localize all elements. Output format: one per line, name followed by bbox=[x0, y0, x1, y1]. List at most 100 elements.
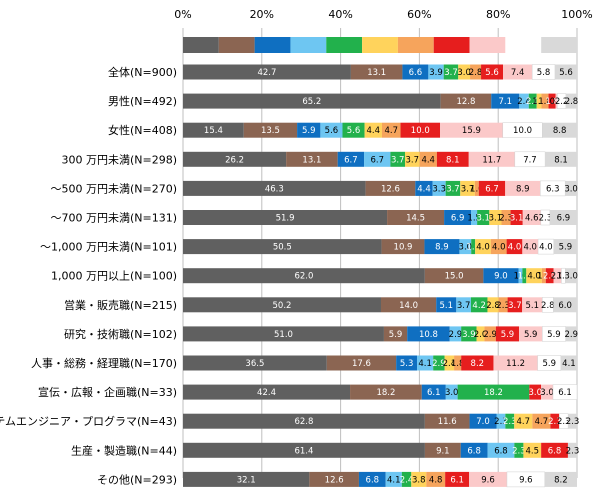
bar-segment bbox=[484, 326, 496, 342]
bar-segment bbox=[383, 326, 408, 342]
category-label: 300 万円未満(N=298) bbox=[61, 153, 177, 166]
bar-segment bbox=[529, 384, 542, 400]
data-label: 3.7 bbox=[444, 68, 458, 78]
data-label: 5.1 bbox=[525, 301, 539, 311]
bar-segment bbox=[454, 355, 462, 371]
bar-segment bbox=[477, 210, 490, 225]
data-label: 13.5 bbox=[261, 126, 280, 136]
bar-segment bbox=[469, 471, 507, 487]
data-label: 4.8 bbox=[429, 475, 443, 485]
data-label: 3.0 bbox=[540, 388, 554, 398]
legend-swatch bbox=[326, 37, 363, 53]
bar-segment bbox=[457, 384, 530, 400]
bar-segment bbox=[528, 93, 537, 109]
data-label: 2.9 bbox=[483, 330, 497, 340]
bar-segment bbox=[468, 151, 515, 167]
bar-segment bbox=[519, 93, 529, 109]
bar-segment bbox=[407, 326, 450, 342]
data-label: 12.6 bbox=[325, 475, 344, 485]
data-label: 6.8 bbox=[366, 475, 380, 485]
data-label: 5.9 bbox=[302, 126, 316, 136]
data-label: 4.7 bbox=[384, 126, 398, 136]
data-label: 1.0 bbox=[470, 184, 484, 194]
category-label: 宣伝・広報・企画職(N=33) bbox=[38, 385, 177, 399]
bar-segment bbox=[424, 442, 461, 458]
data-label: 10.9 bbox=[394, 243, 413, 253]
data-label: 51.9 bbox=[276, 214, 295, 224]
x-tick-label: 80% bbox=[486, 8, 510, 21]
data-label: 3.7 bbox=[457, 301, 471, 311]
data-label: 3.0 bbox=[564, 272, 578, 282]
bar-segment bbox=[506, 471, 545, 488]
data-label: 6.8 bbox=[467, 446, 481, 456]
bar-segment bbox=[526, 268, 542, 284]
data-label: 3.1 bbox=[489, 214, 503, 224]
legend-swatch bbox=[290, 37, 327, 53]
bar-segment bbox=[309, 471, 359, 487]
data-label: 3.0 bbox=[457, 68, 471, 78]
data-label: 26.2 bbox=[225, 155, 244, 165]
data-label: 5.6 bbox=[559, 68, 573, 78]
data-label: 0.4 bbox=[550, 97, 564, 107]
bar-segment bbox=[469, 413, 497, 429]
bar-segment bbox=[475, 239, 491, 255]
bar-segment bbox=[560, 355, 577, 371]
bar-segment bbox=[470, 64, 482, 80]
data-label: 2.8 bbox=[469, 68, 483, 78]
bar-segment bbox=[183, 471, 310, 487]
data-label: 2.3 bbox=[503, 417, 517, 427]
x-tick-label: 100% bbox=[561, 8, 592, 21]
bar-segment bbox=[483, 268, 519, 284]
bar-segment bbox=[510, 210, 523, 225]
bar-segment bbox=[428, 64, 444, 80]
data-label: 8.1 bbox=[554, 155, 568, 165]
bar-segment bbox=[436, 297, 457, 313]
data-label: 2.3 bbox=[566, 417, 580, 427]
bar-segment bbox=[565, 326, 577, 342]
bar-segment bbox=[421, 384, 446, 400]
data-label: 6.8 bbox=[548, 446, 562, 456]
bar-segment bbox=[411, 471, 427, 487]
bar-segment bbox=[542, 122, 577, 138]
bar-segment bbox=[540, 209, 551, 226]
data-label: 6.7 bbox=[485, 184, 499, 194]
bar-segment bbox=[415, 180, 433, 196]
data-label: 5.1 bbox=[439, 301, 453, 311]
data-label: 2.0 bbox=[526, 97, 540, 107]
bar-segment bbox=[541, 442, 568, 458]
data-label: 3.1 bbox=[510, 214, 524, 224]
data-label: 42.4 bbox=[257, 388, 276, 398]
bar-segment bbox=[440, 93, 492, 109]
x-tick-label: 0% bbox=[174, 8, 191, 21]
data-label: 61.4 bbox=[294, 446, 313, 456]
bar-segment bbox=[503, 64, 533, 80]
data-label: 2.3 bbox=[512, 446, 526, 456]
data-label: 3.9 bbox=[429, 68, 443, 78]
bar-segment bbox=[243, 122, 298, 138]
data-label: 14.0 bbox=[399, 301, 418, 311]
data-label: 5.9 bbox=[501, 330, 515, 340]
data-label: 5.3 bbox=[400, 359, 414, 369]
bar-segment bbox=[183, 384, 351, 400]
data-label: 3.7 bbox=[446, 184, 460, 194]
legend-swatch bbox=[469, 37, 506, 53]
bar-segment bbox=[183, 180, 366, 196]
bar-segment bbox=[404, 151, 420, 167]
bar-segment bbox=[381, 239, 425, 255]
bar-segment bbox=[537, 355, 562, 371]
bar-segment bbox=[458, 64, 471, 80]
data-label: 2.0 bbox=[543, 272, 557, 282]
data-label: 12.6 bbox=[381, 184, 400, 194]
data-label: 2.3 bbox=[557, 417, 571, 427]
data-label: 2.8 bbox=[541, 301, 555, 311]
data-label: 4.0 bbox=[527, 272, 541, 282]
data-label: 3.0 bbox=[445, 388, 459, 398]
data-label: 8.1 bbox=[446, 155, 460, 165]
data-label: 5.8 bbox=[537, 68, 551, 78]
data-label: 15.4 bbox=[204, 126, 223, 136]
data-label: 1.0 bbox=[514, 272, 528, 282]
bar-segment bbox=[496, 413, 506, 429]
data-label: 5.6 bbox=[325, 126, 339, 136]
bar-segment bbox=[424, 239, 460, 255]
data-label: 6.1 bbox=[558, 388, 572, 398]
